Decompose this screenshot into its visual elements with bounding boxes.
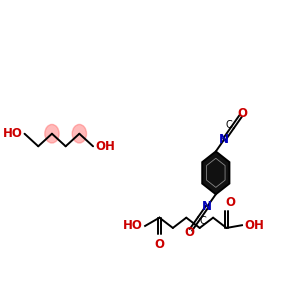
Text: O: O [154,238,164,250]
Text: N: N [219,133,229,146]
Text: C: C [226,120,232,130]
Text: O: O [238,106,248,120]
Text: OH: OH [95,140,115,153]
Ellipse shape [45,124,59,143]
Ellipse shape [72,124,86,143]
Text: HO: HO [2,127,22,140]
Text: O: O [225,196,235,208]
Text: O: O [184,226,194,239]
Text: N: N [202,200,212,213]
Text: HO: HO [123,219,143,232]
Polygon shape [202,152,230,194]
Text: C: C [199,216,206,226]
Text: OH: OH [244,219,264,232]
